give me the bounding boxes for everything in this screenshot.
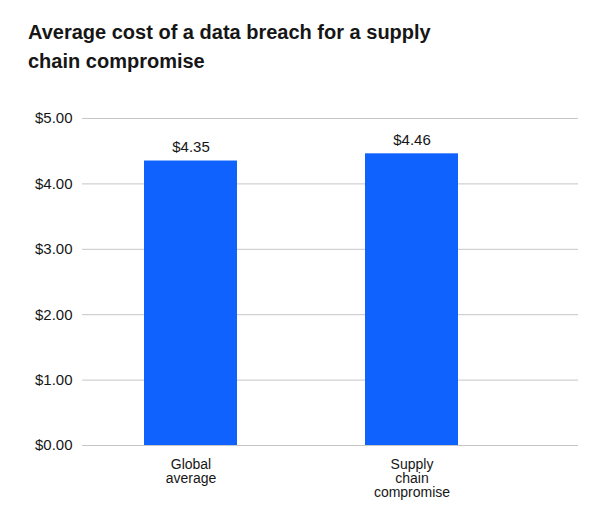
svg-text:$4.46: $4.46: [393, 131, 431, 148]
svg-text:Supplychaincompromise: Supplychaincompromise: [374, 456, 450, 500]
svg-text:$0.00: $0.00: [35, 436, 73, 453]
svg-text:Globalaverage: Globalaverage: [166, 456, 217, 486]
svg-text:$4.00: $4.00: [35, 175, 73, 192]
svg-text:$1.00: $1.00: [35, 371, 73, 388]
svg-text:$4.35: $4.35: [172, 138, 210, 155]
svg-text:$5.00: $5.00: [35, 109, 73, 126]
svg-text:$3.00: $3.00: [35, 240, 73, 257]
html-text:Average cost of a data breach: Average cost of a data breach for a supp…: [28, 21, 431, 72]
svg-text:$2.00: $2.00: [35, 306, 73, 323]
